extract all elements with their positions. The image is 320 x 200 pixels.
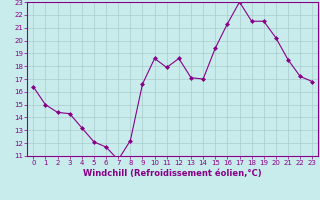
X-axis label: Windchill (Refroidissement éolien,°C): Windchill (Refroidissement éolien,°C) bbox=[84, 169, 262, 178]
